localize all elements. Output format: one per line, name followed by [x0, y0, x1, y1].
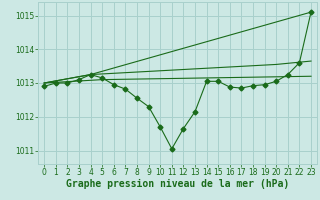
X-axis label: Graphe pression niveau de la mer (hPa): Graphe pression niveau de la mer (hPa): [66, 179, 289, 189]
